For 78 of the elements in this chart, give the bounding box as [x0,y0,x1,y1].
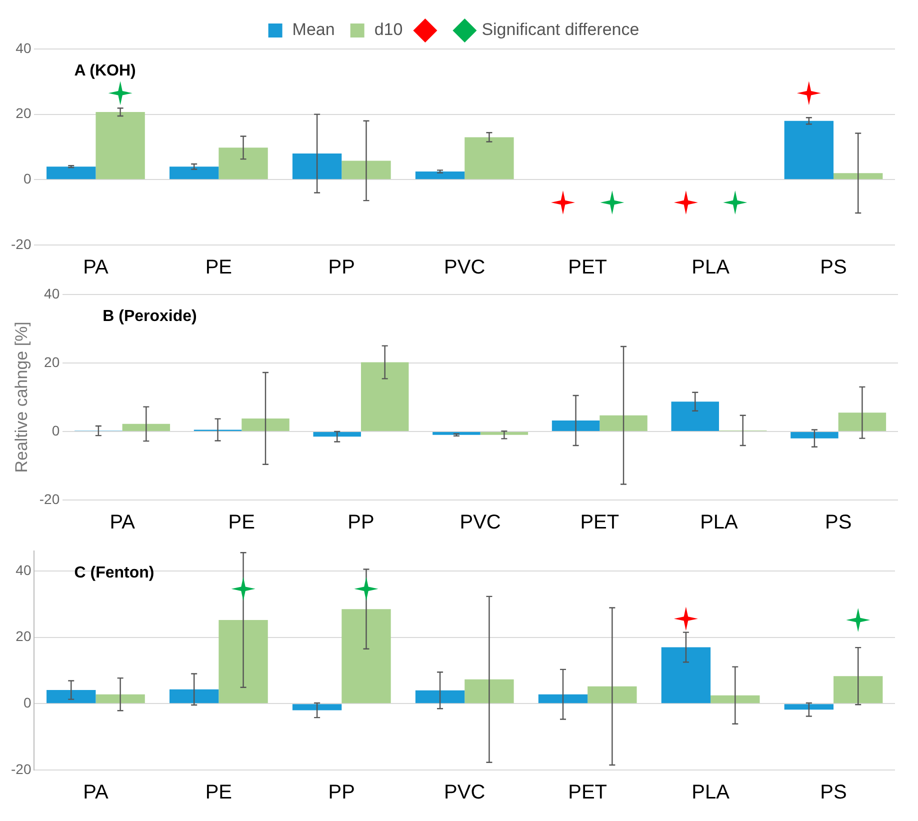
y-tick-label: 20 [44,354,60,370]
y-tick-label: -20 [11,760,32,777]
x-tick-label: PVC [444,256,486,279]
legend-label: Mean [292,20,335,40]
bar [588,686,637,704]
point [846,608,870,632]
bar [661,647,711,704]
bar [96,112,145,180]
y-tick-label: 0 [23,170,32,187]
bar [313,432,361,437]
bar [834,173,883,180]
bar [464,679,514,704]
x-tick-label: PVC [444,782,486,804]
x-tick-label: PA [110,512,136,534]
y-tick-label: 0 [52,422,60,438]
y-tick-label: 40 [44,285,60,302]
x-tick-label: PS [820,782,847,804]
bar [415,690,465,704]
x-tick-label: PET [568,256,608,279]
point [231,576,256,601]
bar [784,704,834,710]
bar [46,166,96,180]
y-tick-label: -20 [11,236,32,252]
x-tick-label: PLA [692,256,730,279]
bar [432,432,480,435]
x-tick-label: PP [348,512,374,534]
y-tick-label: 40 [16,40,32,56]
bar [834,676,883,704]
y-tick-label: 0 [23,694,32,710]
bar [46,690,96,704]
bar [218,620,268,704]
bar [292,154,342,180]
bar [342,609,391,704]
legend-label: Significant difference [482,20,640,40]
bar [790,432,838,438]
bar [538,694,588,704]
legend-label: d10 [374,20,403,40]
x-tick-label: PP [328,782,355,804]
bar [342,160,391,180]
bar [360,362,409,431]
y-tick-label: 40 [16,562,32,578]
bar [671,402,719,431]
x-tick-label: PLA [692,782,730,804]
x-tick-label: PE [228,512,255,534]
x-tick-label: PLA [700,512,739,534]
x-tick-label: PA [83,256,109,279]
text: B (Peroxide) [102,308,197,325]
x-tick-label: PE [205,782,232,804]
x-tick-label: PA [83,782,109,804]
bar [480,432,528,435]
y-tick-label: -20 [39,490,60,507]
bar [292,704,342,710]
x-tick-label: PET [580,512,620,534]
point [354,576,378,601]
y-tick-label: 20 [16,628,32,644]
x-tick-label: PE [205,256,232,279]
bar [218,148,268,180]
bar [96,694,145,704]
bar [710,695,760,704]
bar [242,418,290,431]
bar [838,412,886,431]
bar [552,420,600,431]
x-tick-label: PET [568,782,608,804]
text: A (KOH) [74,62,136,80]
bar [122,424,170,431]
x-tick-label: PP [328,256,355,279]
x-tick-label: PS [820,256,847,279]
y-axis-title: Realtive cahnge [%] [12,322,31,473]
bar [170,689,219,704]
bar [600,415,648,431]
bar [415,172,465,180]
bar [784,120,834,180]
x-tick-label: PVC [460,512,501,534]
y-tick-label: 20 [16,105,32,122]
bar [170,166,219,180]
x-tick-label: PS [824,512,852,534]
text: C (Fenton) [74,564,154,582]
bar [464,137,514,180]
